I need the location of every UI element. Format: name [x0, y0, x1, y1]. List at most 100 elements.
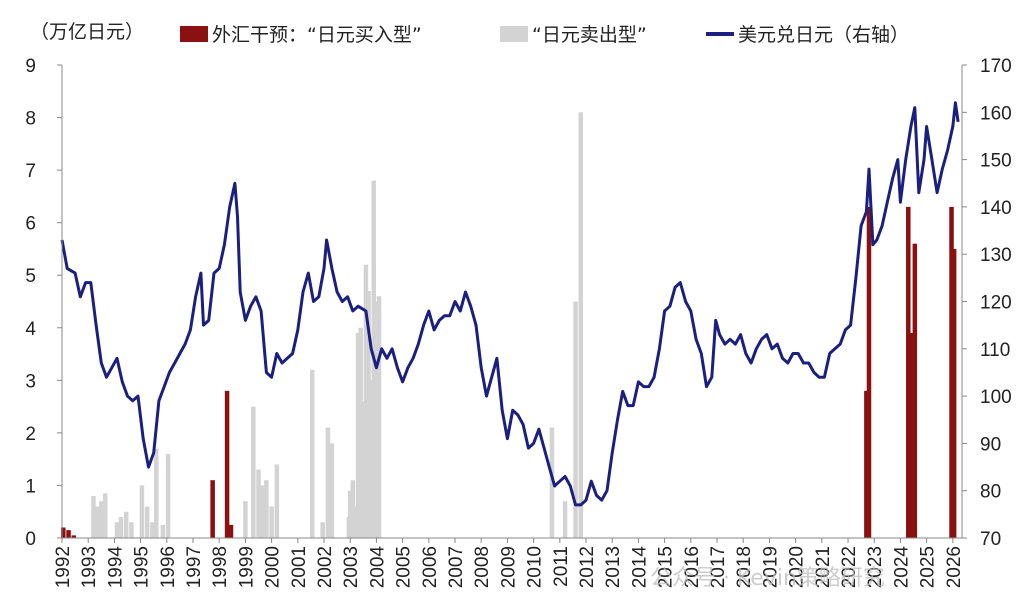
bar-mark — [347, 490, 353, 538]
y-left-tick-label: 1 — [25, 476, 36, 497]
bar-mark — [150, 522, 155, 538]
x-tick-label: 1994 — [105, 546, 126, 589]
bar-mark — [366, 290, 371, 538]
bar-mark — [251, 406, 256, 538]
x-tick-label: 2024 — [891, 546, 912, 589]
y-right-tick-label: 160 — [980, 103, 1012, 124]
y-right-tick-label: 140 — [980, 198, 1012, 219]
bar-mark — [906, 206, 911, 538]
x-tick-label: 2013 — [603, 546, 624, 588]
x-tick-label: 2005 — [394, 546, 415, 588]
bar-mark — [549, 427, 555, 538]
bar-mark — [368, 380, 374, 538]
bar-mark — [99, 501, 104, 538]
bar-mark — [274, 464, 280, 538]
bar-mark — [355, 333, 361, 538]
bar-mark — [144, 506, 150, 538]
y-right-tick-label: 120 — [980, 293, 1012, 314]
bar-mark — [243, 501, 248, 538]
y-left-tick-label: 4 — [25, 319, 36, 340]
bar-mark — [139, 485, 145, 538]
x-tick-label: 2016 — [682, 546, 703, 588]
bar-mark — [329, 443, 335, 538]
x-tick-label: 2001 — [289, 546, 310, 588]
x-tick-label: 2008 — [472, 546, 493, 588]
bar-mark — [866, 206, 872, 538]
bar-mark — [61, 527, 66, 538]
bar-mark — [361, 401, 366, 538]
bar-mark — [269, 506, 274, 538]
bar-mark — [374, 301, 379, 538]
x-tick-label: 2021 — [813, 546, 834, 588]
x-tick-label: 2010 — [525, 546, 546, 588]
bar-mark — [256, 469, 261, 538]
y-right-tick-label: 100 — [980, 387, 1012, 408]
bar-mark — [91, 495, 96, 538]
bar-mark — [95, 506, 100, 538]
x-tick-label: 2018 — [734, 546, 755, 588]
bar-mark — [353, 506, 358, 538]
y-left-tick-label: 9 — [25, 56, 36, 77]
y-left-tick-label: 3 — [25, 371, 36, 392]
x-tick-label: 2004 — [367, 546, 388, 589]
bar-mark — [325, 427, 331, 538]
bar-mark — [320, 522, 325, 538]
y-right-tick-label: 130 — [980, 245, 1012, 266]
y-right-tick-label: 150 — [980, 151, 1012, 172]
legend-label: 美元兑日元（右轴） — [738, 24, 909, 46]
x-tick-label: 1995 — [132, 546, 153, 588]
x-tick-label: 2002 — [315, 546, 336, 588]
legend-label: “日元卖出型” — [532, 24, 647, 46]
bar-mark — [363, 264, 369, 538]
bar-mark — [358, 327, 363, 538]
x-tick-label: 2025 — [918, 546, 939, 588]
watermark-text: 公众号 · Kevin策略研究 — [650, 566, 885, 591]
x-tick-label: 2006 — [420, 546, 441, 588]
bar-mark — [912, 243, 918, 538]
x-tick-label: 2019 — [760, 546, 781, 588]
bar-mark — [165, 453, 171, 538]
bar-mark — [573, 301, 578, 538]
bar-mark — [123, 511, 129, 538]
x-tick-label: 2014 — [629, 546, 650, 589]
y-right-tick-label: 170 — [980, 56, 1012, 77]
chart-legend: 外汇干预：“日元买入型” “日元卖出型” 美元兑日元（右轴） — [180, 24, 909, 46]
y-left-tick-label: 7 — [25, 161, 36, 182]
bar-mark — [350, 480, 356, 538]
bar-mark — [260, 485, 265, 538]
bar-mark — [264, 480, 269, 538]
legend-label: 外汇干预：“日元买入型” — [212, 24, 422, 46]
bar-mark — [160, 524, 166, 538]
bar-mark — [118, 516, 124, 538]
buy-yen-bars — [61, 206, 957, 538]
x-tick-label: 1996 — [158, 546, 179, 588]
bar-mark — [102, 493, 108, 538]
bar-mark — [376, 296, 382, 538]
x-tick-label: 1992 — [53, 546, 74, 588]
bar-mark — [951, 248, 957, 538]
bar-mark — [66, 530, 71, 538]
y-right-tick-label: 70 — [980, 529, 1001, 550]
y-left-unit-label: （万亿日元） — [30, 21, 144, 43]
y-left-tick-label: 2 — [25, 424, 36, 445]
chart-axes: 0 1 2 3 4 5 6 7 8 9 70 80 90 100 110 120 130 140 150 160 170… — [25, 56, 1011, 588]
bar-mark — [908, 333, 914, 538]
bar-mark — [210, 480, 215, 538]
y-left-tick-label: 6 — [25, 214, 36, 235]
usdjpy-line-layer — [60, 101, 960, 507]
bar-mark — [309, 369, 315, 538]
x-tick-label: 2011 — [551, 546, 572, 587]
x-tick-label: 2023 — [865, 546, 886, 588]
bar-mark — [228, 524, 234, 538]
bar-mark — [562, 501, 568, 538]
bar-mark — [114, 522, 120, 538]
x-tick-label: 2000 — [263, 546, 284, 588]
x-tick-label: 2015 — [656, 546, 677, 588]
x-tick-label: 1997 — [184, 546, 205, 588]
legend-swatch — [500, 26, 528, 42]
x-tick-label: 2012 — [577, 546, 598, 588]
sell-yen-bars — [91, 112, 584, 539]
bar-mark — [71, 535, 77, 538]
x-tick-label: 2022 — [839, 546, 860, 588]
